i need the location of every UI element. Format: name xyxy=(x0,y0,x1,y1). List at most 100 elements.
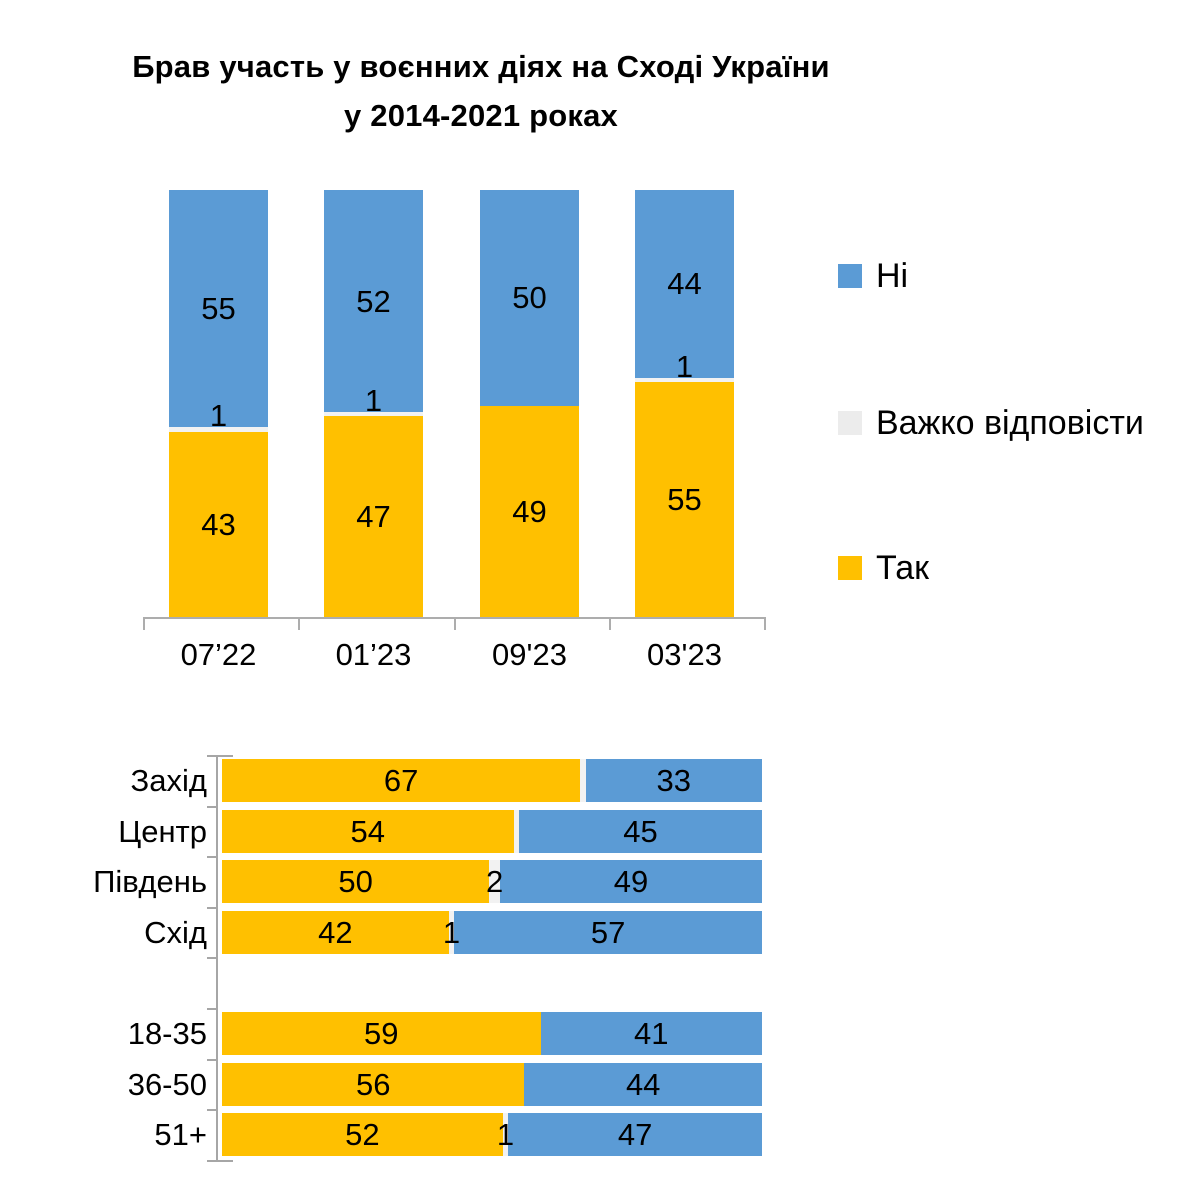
value-label-no: 57 xyxy=(590,914,626,950)
value-label-yes: 49 xyxy=(512,493,547,529)
segment-no xyxy=(635,190,734,378)
segment-hard-to-say xyxy=(635,377,734,383)
segment-yes xyxy=(480,405,579,617)
category-label: 36-50 xyxy=(127,1067,207,1102)
value-label-hard-to-say: 2 xyxy=(486,863,504,899)
legend-item-no: Ні xyxy=(838,255,908,297)
value-label-yes: 42 xyxy=(318,914,353,950)
segment-yes xyxy=(222,1113,503,1156)
value-label-no: 45 xyxy=(623,813,658,849)
segment-yes xyxy=(222,1063,525,1106)
category-label: Схід xyxy=(144,915,207,950)
value-label-yes: 43 xyxy=(201,506,236,542)
axis-tick xyxy=(207,806,216,808)
bar-row-36-50: 56 44 xyxy=(222,1063,762,1106)
segment-no xyxy=(519,810,762,853)
segment-no xyxy=(540,1012,762,1055)
column-09'23: 50 49 xyxy=(480,190,579,617)
value-label-yes: 50 xyxy=(338,863,373,899)
segment-hard-to-say xyxy=(169,427,268,432)
value-label-no: 41 xyxy=(634,1015,669,1051)
segment-yes xyxy=(222,759,581,802)
axis-tick xyxy=(207,1008,216,1010)
segment-no xyxy=(508,1113,762,1156)
column-07’22: 55 43 1 xyxy=(169,190,268,617)
value-label-yes: 52 xyxy=(345,1116,380,1152)
bar-row-51+: 52 47 1 xyxy=(222,1113,762,1156)
value-label-hard-to-say: 1 xyxy=(209,398,228,434)
legend-label-yes: Так xyxy=(876,548,930,587)
segment-yes xyxy=(169,431,268,617)
value-label-hard-to-say: 1 xyxy=(442,914,461,950)
category-label: 18-35 xyxy=(127,1016,207,1051)
column-03'23: 44 55 1 xyxy=(635,190,734,617)
axis-end-cap-top xyxy=(216,755,233,757)
segment-hard-to-say xyxy=(502,1113,509,1156)
page-title: Брав участь у воєнних діях на Сході Укра… xyxy=(0,42,962,140)
legend-item-hard-to-say: Важко відповісти xyxy=(838,402,1144,444)
bar-row-Захід: 67 33 xyxy=(222,759,762,802)
axis-tick xyxy=(207,957,216,959)
axis-tick xyxy=(207,1059,216,1061)
value-label-no: 50 xyxy=(512,280,547,316)
value-label-yes: 59 xyxy=(364,1015,399,1051)
legend-swatch-no xyxy=(838,264,862,288)
legend-item-yes: Так xyxy=(838,547,929,589)
x-axis-label: 09'23 xyxy=(492,637,567,672)
value-label-no: 55 xyxy=(201,291,236,327)
page-title-line2: у 2014-2021 роках xyxy=(344,98,618,133)
value-label-no: 49 xyxy=(613,863,649,899)
segment-hard-to-say xyxy=(324,412,423,417)
value-label-yes: 56 xyxy=(355,1066,391,1102)
legend-label-no: Ні xyxy=(876,256,909,295)
axis-tick xyxy=(454,617,456,630)
value-label-no: 52 xyxy=(356,283,391,319)
category-label: Південь xyxy=(93,864,207,899)
x-axis-label: 07’22 xyxy=(180,637,257,672)
value-label-yes: 67 xyxy=(383,762,419,798)
segment-yes xyxy=(222,860,490,903)
segment-yes xyxy=(324,416,423,617)
bar-row-Схід: 42 57 1 xyxy=(222,911,762,954)
segment-no xyxy=(324,190,423,413)
legend-label-hard-to-say: Важко відповісти xyxy=(876,403,1144,442)
axis-tick xyxy=(143,617,145,630)
segment-no xyxy=(480,190,579,406)
bar-row-18-35: 59 41 xyxy=(222,1012,762,1055)
legend-swatch-hard-to-say xyxy=(838,411,862,435)
axis-tick xyxy=(764,617,766,630)
column-01’23: 52 47 1 xyxy=(324,190,423,617)
axis-end-cap-bottom xyxy=(216,1160,233,1162)
x-axis-label: 03'23 xyxy=(647,637,722,672)
category-label: Центр xyxy=(118,814,207,849)
segment-no xyxy=(524,1063,762,1106)
segment-hard-to-say xyxy=(448,911,455,954)
value-label-hard-to-say: 1 xyxy=(496,1116,515,1152)
x-axis-label: 01’23 xyxy=(335,637,412,672)
axis-tick xyxy=(207,856,216,858)
value-label-yes: 47 xyxy=(356,499,391,535)
segment-yes xyxy=(222,810,514,853)
value-label-yes: 54 xyxy=(350,813,386,849)
value-label-no: 33 xyxy=(656,762,692,798)
axis-tick xyxy=(207,1109,216,1111)
segment-hard-to-say xyxy=(580,759,586,802)
segment-yes xyxy=(222,1012,541,1055)
value-label-no: 47 xyxy=(617,1116,653,1152)
segment-no xyxy=(500,860,762,903)
segment-hard-to-say xyxy=(513,810,519,853)
category-label: Захід xyxy=(130,763,207,798)
axis-tick xyxy=(207,755,216,757)
y-axis-line xyxy=(216,755,218,1162)
page-title-line1: Брав участь у воєнних діях на Сході Укра… xyxy=(132,49,830,84)
segment-no xyxy=(169,190,268,428)
value-label-yes: 55 xyxy=(667,482,702,518)
value-label-no: 44 xyxy=(667,266,702,302)
legend-swatch-yes xyxy=(838,556,862,580)
segment-no xyxy=(454,911,762,954)
value-label-hard-to-say: 1 xyxy=(364,383,383,419)
segment-hard-to-say xyxy=(489,860,500,903)
value-label-hard-to-say: 1 xyxy=(675,348,694,384)
segment-yes xyxy=(222,911,449,954)
axis-tick xyxy=(207,1160,216,1162)
